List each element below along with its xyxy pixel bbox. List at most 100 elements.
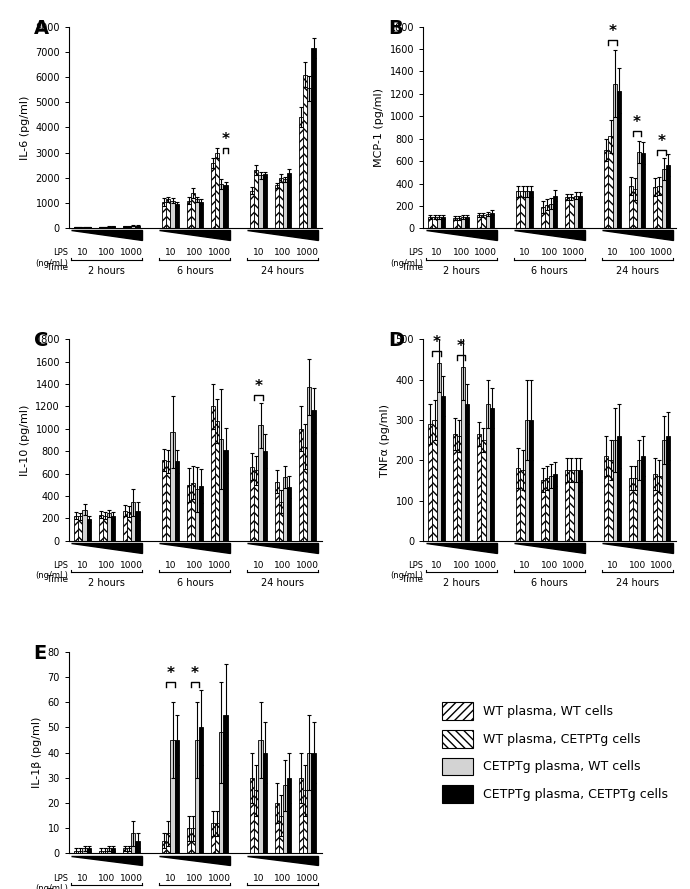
Bar <box>633 478 637 541</box>
Bar <box>565 197 569 228</box>
Bar <box>166 199 170 228</box>
Bar <box>224 186 228 228</box>
Bar <box>428 424 433 541</box>
Text: 1000: 1000 <box>120 874 143 883</box>
Bar <box>490 212 494 228</box>
Bar <box>190 829 195 853</box>
Text: LPS
(ng/mL): LPS (ng/mL) <box>36 249 68 268</box>
Bar <box>433 420 437 541</box>
Text: 100: 100 <box>186 874 204 883</box>
Text: 1000: 1000 <box>120 249 143 258</box>
Bar <box>195 489 199 541</box>
Legend: WT plasma, WT cells, WT plasma, CETPTg cells, CETPTg plasma, WT cells, CETPTg pl: WT plasma, WT cells, WT plasma, CETPTg c… <box>442 702 669 803</box>
Bar <box>78 227 82 228</box>
Text: 10: 10 <box>165 561 176 570</box>
Bar <box>613 440 617 541</box>
Bar <box>437 217 441 228</box>
Bar <box>259 740 263 853</box>
Text: 10: 10 <box>165 249 176 258</box>
Polygon shape <box>248 855 318 865</box>
Bar <box>549 477 553 541</box>
Bar <box>255 470 259 541</box>
Bar <box>545 204 549 228</box>
Text: A: A <box>34 19 49 37</box>
Bar <box>190 193 195 228</box>
Bar <box>311 411 315 541</box>
Bar <box>135 226 139 228</box>
Text: 2 hours: 2 hours <box>88 266 126 276</box>
Text: 100: 100 <box>453 561 470 570</box>
Bar <box>175 740 179 853</box>
Text: C: C <box>34 332 48 350</box>
Bar <box>658 186 662 228</box>
Text: 10: 10 <box>253 249 264 258</box>
Text: *: * <box>221 132 230 147</box>
Text: 1000: 1000 <box>650 561 673 570</box>
Polygon shape <box>248 230 318 240</box>
Text: 10: 10 <box>77 561 88 570</box>
Bar <box>111 227 115 228</box>
Bar <box>516 191 520 228</box>
Text: *: * <box>433 335 441 350</box>
Bar <box>215 823 219 853</box>
Bar <box>637 152 641 228</box>
Bar <box>99 227 103 228</box>
Bar <box>617 436 621 541</box>
Bar <box>658 477 662 541</box>
Bar <box>307 88 311 228</box>
Polygon shape <box>426 543 497 553</box>
Bar <box>275 803 279 853</box>
Bar <box>307 388 311 541</box>
Bar <box>549 204 553 228</box>
Text: 1000: 1000 <box>296 249 319 258</box>
Bar <box>259 175 263 228</box>
Text: Time: Time <box>46 575 68 584</box>
Bar <box>477 434 482 541</box>
Text: 100: 100 <box>274 874 291 883</box>
Bar <box>219 733 224 853</box>
Bar <box>437 364 441 541</box>
Bar <box>78 851 82 853</box>
Text: 100: 100 <box>186 561 204 570</box>
Text: 2 hours: 2 hours <box>443 578 480 589</box>
Bar <box>199 727 203 853</box>
Bar <box>219 184 224 228</box>
Bar <box>578 196 582 228</box>
Text: 10: 10 <box>519 561 531 570</box>
Bar <box>166 461 170 541</box>
Bar <box>162 202 166 228</box>
Polygon shape <box>159 855 230 865</box>
Bar <box>131 226 135 228</box>
Bar <box>107 227 111 228</box>
Text: 100: 100 <box>540 249 558 258</box>
Text: 24 hours: 24 hours <box>262 578 304 589</box>
Bar <box>441 396 445 541</box>
Text: 100: 100 <box>274 249 291 258</box>
Bar <box>461 217 465 228</box>
Bar <box>131 833 135 853</box>
Bar <box>604 456 609 541</box>
Bar <box>477 215 482 228</box>
Bar <box>553 196 558 228</box>
Bar <box>299 778 303 853</box>
Y-axis label: MCP-1 (pg/ml): MCP-1 (pg/ml) <box>374 88 384 167</box>
Bar <box>199 486 203 541</box>
Bar <box>279 178 283 228</box>
Bar <box>135 841 139 853</box>
Text: 24 hours: 24 hours <box>615 266 658 276</box>
Bar <box>613 84 617 228</box>
Bar <box>629 186 633 228</box>
Text: 1000: 1000 <box>296 561 319 570</box>
Bar <box>127 512 131 541</box>
Bar <box>99 515 103 541</box>
Bar <box>87 519 91 541</box>
Bar <box>123 510 127 541</box>
Text: E: E <box>34 644 47 662</box>
Bar <box>486 404 490 541</box>
Bar <box>524 191 529 228</box>
Text: *: * <box>166 666 175 681</box>
Bar <box>175 461 179 541</box>
Text: 100: 100 <box>274 561 291 570</box>
Bar <box>428 217 433 228</box>
Bar <box>162 461 166 541</box>
